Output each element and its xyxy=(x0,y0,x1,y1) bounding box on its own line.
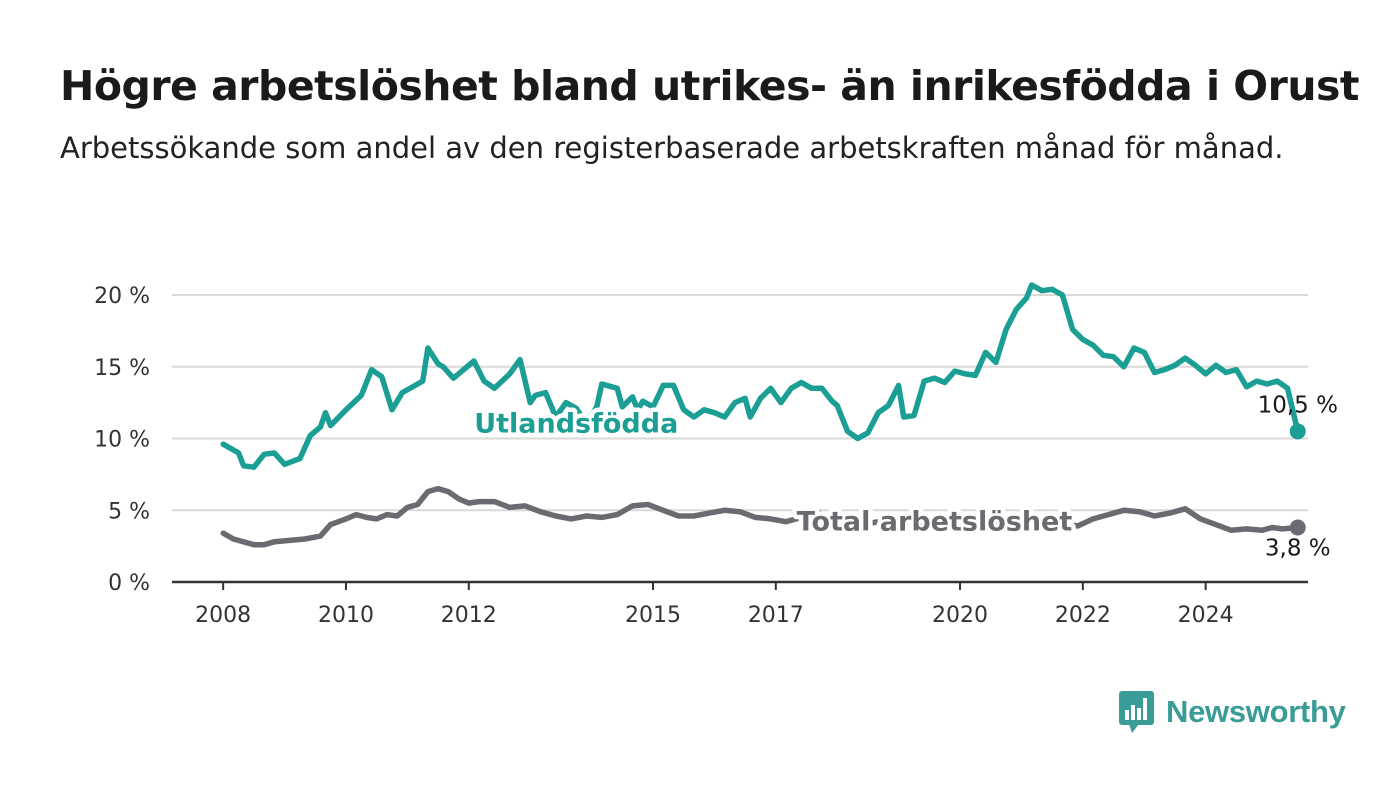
x-tick-label: 2020 xyxy=(932,603,988,628)
bar-chart-speech-bubble-icon xyxy=(1119,691,1154,733)
x-tick-label: 2010 xyxy=(318,603,374,628)
newsworthy-logo: Newsworthy xyxy=(1118,690,1346,734)
y-axis: 0 % 5 % 10 % 15 % 20 % xyxy=(94,284,150,596)
series-end-value-label: 3,8 % xyxy=(1265,535,1331,561)
chart-subtitle: Arbetssökande som andel av den registerb… xyxy=(60,131,1284,165)
y-tick-label: 20 % xyxy=(94,284,150,309)
x-tick-label: 2012 xyxy=(441,603,497,628)
y-tick-label: 5 % xyxy=(108,499,150,524)
series-line-1 xyxy=(220,485,1301,548)
line-chart: 0 %5 %10 %15 %20 % 2008 2010 2012 2015 2017 2… xyxy=(94,282,1338,628)
y-tick-label: 0 % xyxy=(108,571,150,596)
y-tick-label: 15 % xyxy=(94,356,150,381)
series-name-label: Utlandsfödda xyxy=(474,408,678,439)
series-name-label: Total arbetslöshet xyxy=(797,506,1073,537)
series-line-0 xyxy=(220,282,1301,470)
series-end-value-label: 10,5 % xyxy=(1258,392,1338,418)
x-axis: 2008 2010 2012 2015 2017 2020 2022 2024 xyxy=(172,580,1308,628)
x-tick-label: 2008 xyxy=(195,603,251,628)
series-end-point xyxy=(1289,423,1306,440)
x-tick-label: 2015 xyxy=(625,603,681,628)
series-lines xyxy=(220,282,1306,548)
chart-title: Högre arbetslöshet bland utrikes- än inr… xyxy=(60,62,1360,110)
y-tick-label: 10 % xyxy=(94,428,150,453)
series-labels: 10,5 % Utlandsfödda 3,8 % Total arbetslöshe… xyxy=(470,392,1338,561)
x-tick-label: 2022 xyxy=(1055,603,1111,628)
x-tick-label: 2017 xyxy=(748,603,804,628)
x-tick-label: 2024 xyxy=(1178,603,1234,628)
brand-name: Newsworthy xyxy=(1166,694,1346,729)
series-end-point xyxy=(1289,519,1306,536)
